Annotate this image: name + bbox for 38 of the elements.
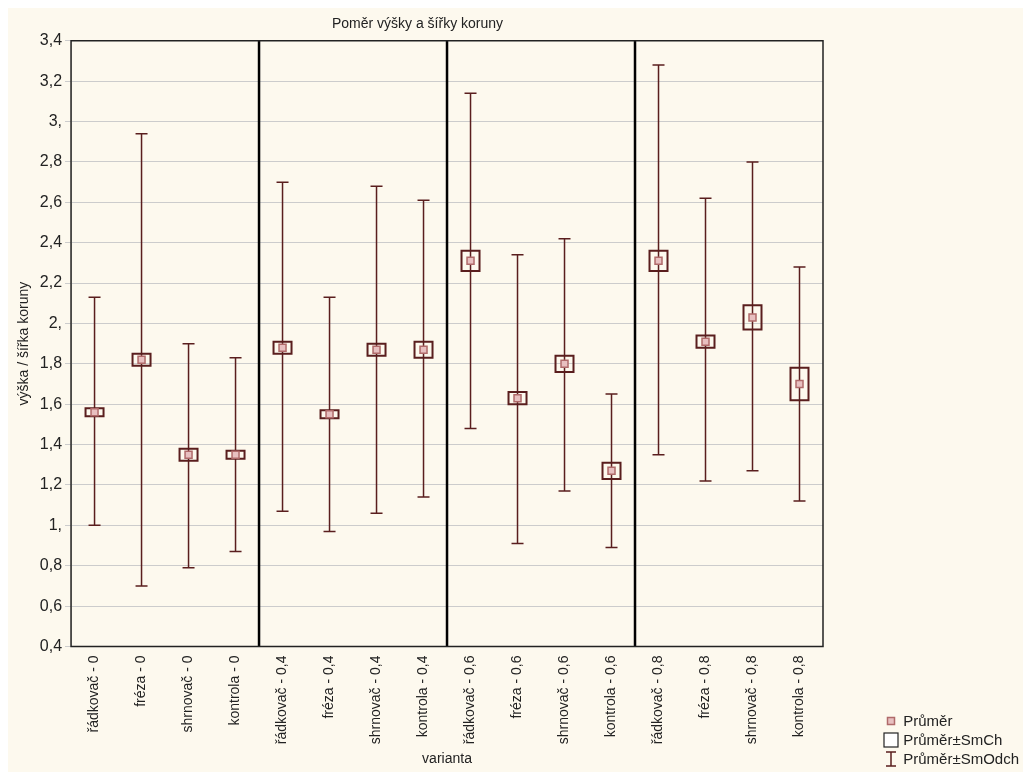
x-tick-label: fréza - 0	[132, 655, 149, 707]
x-tick-label: fréza - 0,4	[320, 655, 337, 719]
y-axis-title: výška / šířka koruny	[15, 281, 32, 406]
y-tick-label: 2,	[48, 313, 63, 331]
x-tick-label: řádkovač - 0	[85, 655, 102, 733]
x-tick-label: řádkovač - 0,8	[649, 655, 666, 745]
y-tick-label: 2,6	[39, 192, 63, 210]
y-tick-label: 0,8	[39, 556, 63, 574]
x-tick-label: shrnovač - 0	[179, 655, 196, 733]
x-tick-label: fréza - 0,6	[508, 655, 525, 719]
x-tick-label: kontrola - 0	[226, 655, 243, 726]
text: Průměr	[903, 711, 953, 730]
text: Průměr±SmOdch	[903, 749, 1019, 768]
y-tick-label: 3,	[48, 111, 63, 129]
y-tick-label: 2,4	[39, 233, 63, 251]
x-tick-label: shrnovač - 0,4	[367, 655, 384, 745]
x-tick-label: kontrola - 0,8	[790, 655, 807, 738]
x-axis-title: varianta	[422, 750, 473, 767]
y-tick-label: 1,2	[39, 475, 63, 493]
x-tick-label: řádkovač - 0,6	[461, 655, 478, 745]
y-tick-label: 1,8	[39, 354, 63, 372]
x-tick-label: kontrola - 0,4	[414, 655, 431, 738]
y-tick-label: 1,	[48, 515, 63, 533]
x-tick-label: shrnovač - 0,6	[555, 655, 572, 745]
y-tick-label: 2,2	[39, 273, 63, 291]
y-tick-label: 3,2	[39, 71, 63, 89]
y-tick-label: 0,4	[39, 636, 63, 654]
y-tick-label: 3,4	[39, 31, 63, 49]
x-tick-label: kontrola - 0,6	[602, 655, 619, 738]
y-tick-label: 2,8	[39, 152, 63, 170]
y-tick-label: 1,6	[39, 394, 63, 412]
x-tick-label: shrnovač - 0,8	[743, 655, 760, 745]
x-tick-label: fréza - 0,8	[696, 655, 713, 719]
y-tick-label: 0,6	[39, 596, 63, 614]
x-tick-label: řádkovač - 0,4	[273, 655, 290, 745]
y-tick-label: 1,4	[39, 435, 63, 452]
chart-title: Poměr výšky a šířky koruny	[331, 15, 504, 32]
text: Průměr±SmCh	[903, 730, 1003, 749]
